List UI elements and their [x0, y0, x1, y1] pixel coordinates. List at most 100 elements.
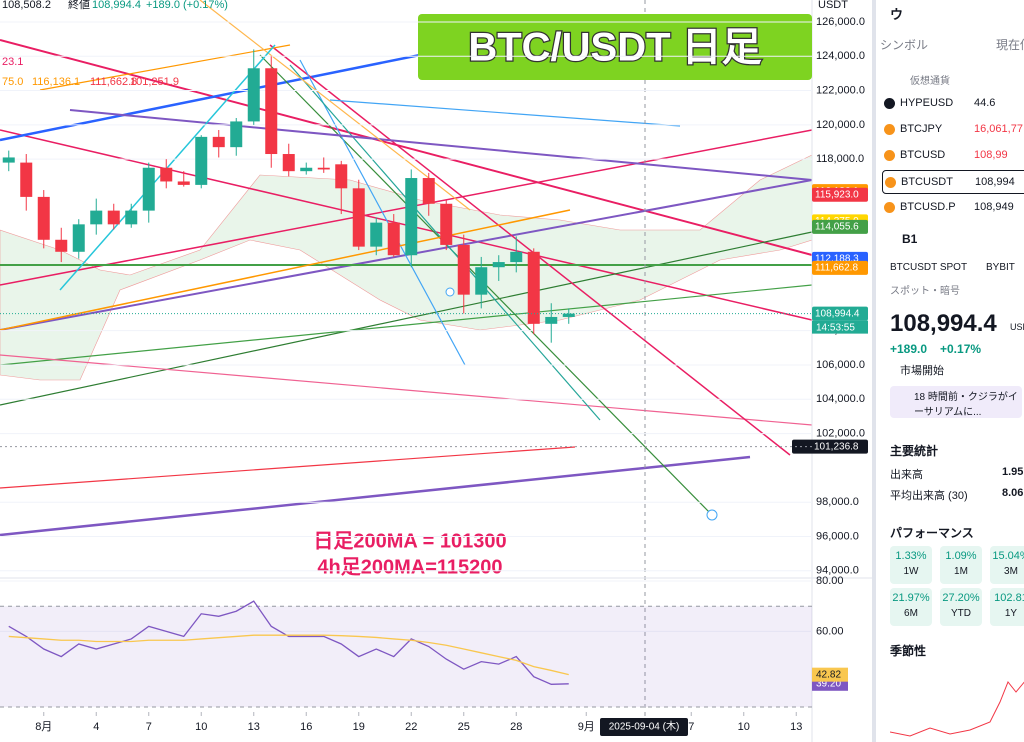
price-label: 101,236.8 [814, 441, 859, 452]
row-price: 16,061,77 [974, 123, 1023, 135]
season-line [890, 681, 1024, 737]
countdown-bg [812, 320, 868, 334]
candle-body [335, 164, 348, 189]
news[interactable]: 18 時間前・クジラがイーサリアムに... [890, 386, 1022, 418]
price-label-bg [812, 219, 868, 234]
legend-value: 101,251.9 [130, 76, 179, 88]
row-price: 108,994 [975, 176, 1015, 188]
change: +189.0 [890, 342, 928, 356]
watch-row[interactable]: HYPEUSD 44.6 [882, 92, 1024, 114]
x-tick-label: 7 [688, 721, 694, 733]
perf-value: 1.09% [945, 550, 977, 562]
perf-period: 1Y [1004, 608, 1018, 619]
unit: USDT [818, 0, 848, 11]
price-label: 115,923.0 [815, 189, 859, 200]
watch-row[interactable]: BTCUSDT 108,994 [882, 170, 1024, 194]
rsi-line [8, 600, 569, 685]
x-tick-label: 4 [93, 721, 99, 733]
exchange: BYBIT [986, 262, 1015, 273]
y-tick-label: 122,000.0 [816, 84, 865, 96]
candle-body [300, 167, 313, 172]
row-price: 108,949 [974, 201, 1014, 213]
x-tick-label: 13 [790, 721, 802, 733]
watch-row[interactable]: BTCJPY 16,061,77 [882, 118, 1024, 140]
candle-body [492, 262, 505, 268]
symbol: BTCUSD.P [900, 201, 956, 213]
perf-period: YTD [951, 608, 971, 619]
note: 日足200MA = 101300 [313, 530, 506, 552]
y-tick-label: 80.00 [816, 575, 844, 587]
toolbar-close: 108,994.4 [92, 0, 141, 11]
price-label: 108,994.4 [815, 308, 860, 319]
x-tick-label: 19 [353, 721, 365, 733]
candle-body [2, 157, 15, 163]
perf-period: 1W [903, 566, 919, 577]
perf-value: 102.81 [994, 592, 1024, 604]
y-tick-label: 96,000.0 [816, 530, 859, 542]
perf-title: パフォーマンス [890, 526, 974, 540]
y-tick-label: 104,000.0 [816, 393, 865, 405]
y-tick-label: 94,000.0 [816, 565, 859, 577]
candle-body [282, 154, 295, 172]
handle [445, 287, 455, 297]
sidebar: ウ シンボル 現在値 仮想通貨 HYPEUSD 44.6 BTCJPY 16,061,… [872, 0, 1024, 742]
banner-bg [418, 14, 812, 80]
coin-icon [884, 124, 895, 135]
toolbar-change: +189.0 (+0.17%) [146, 0, 228, 11]
y-tick-label: 124,000.0 [816, 50, 865, 62]
candle-body [475, 267, 488, 295]
y-tick-label: 118,000.0 [816, 153, 864, 165]
legend-value: 111,662.8 [90, 76, 137, 88]
price-label-bg [812, 260, 868, 275]
candle-body [387, 222, 400, 256]
price-label: 111,662.8 [815, 262, 858, 273]
candle-body [317, 167, 330, 170]
perf-value: 27.20% [942, 592, 980, 604]
coin-icon [885, 177, 896, 188]
symbol: BTCJPY [900, 123, 943, 135]
candle-body [230, 121, 243, 148]
volume: 1.95 [1002, 466, 1024, 478]
x-tick-label: 22 [405, 721, 417, 733]
kind: スポット・暗号 [890, 286, 960, 297]
symbol: BTCUSD [900, 149, 946, 161]
price: 108,994.4 [890, 310, 997, 337]
candle-body [370, 222, 383, 247]
x-tick-label: 9月 [578, 721, 595, 733]
perf-tile: 15.04% 3M [990, 546, 1024, 584]
rsi-label-bg [812, 667, 848, 682]
candle-body [160, 167, 173, 182]
perf-period: 1M [954, 566, 968, 577]
perf-tile: 1.33% 1W [890, 546, 932, 584]
x-tick-label: 10 [738, 721, 750, 733]
tab[interactable]: ウ [890, 7, 904, 22]
coin-icon [884, 98, 895, 109]
candle-body [265, 68, 278, 155]
perf-tiles: 1.33% 1W 1.09% 1M 15.04% 3M 21.97% 6M 27.20% YTD 1… [890, 546, 1024, 636]
watch-row[interactable]: BTCUSD.P 108,949 [882, 196, 1024, 218]
y-tick-label: 120,000.0 [816, 119, 865, 131]
watch-row[interactable]: BTCUSD 108,99 [882, 144, 1024, 166]
candle-body [440, 203, 453, 245]
toolbar-high: 108,508.2 [2, 0, 51, 11]
perf-tile: 102.81 1Y [990, 588, 1024, 626]
perf-tile: 27.20% YTD [940, 588, 982, 626]
stats-title: 主要統計 [890, 444, 939, 458]
status: 市場開始 [900, 365, 944, 377]
candle-body [125, 210, 138, 225]
coin-icon [884, 150, 895, 161]
chart: 108,508.2 終値 108,994.4 +189.0 (+0.17%) U… [0, 0, 872, 742]
change-pct: +0.17% [940, 342, 982, 356]
candle-body [177, 181, 190, 185]
x-tick-label: 7 [146, 721, 152, 733]
rsi-band [0, 606, 812, 707]
symbol: HYPEUSD [900, 97, 954, 109]
perf-tile: 1.09% 1M [940, 546, 982, 584]
candle-body [405, 178, 418, 256]
x-tick-label: 10 [195, 721, 207, 733]
candle-body [37, 196, 50, 240]
x-tick-label: 13 [248, 721, 260, 733]
x-tick-label: 8月 [35, 721, 52, 733]
candle-body [107, 210, 120, 225]
